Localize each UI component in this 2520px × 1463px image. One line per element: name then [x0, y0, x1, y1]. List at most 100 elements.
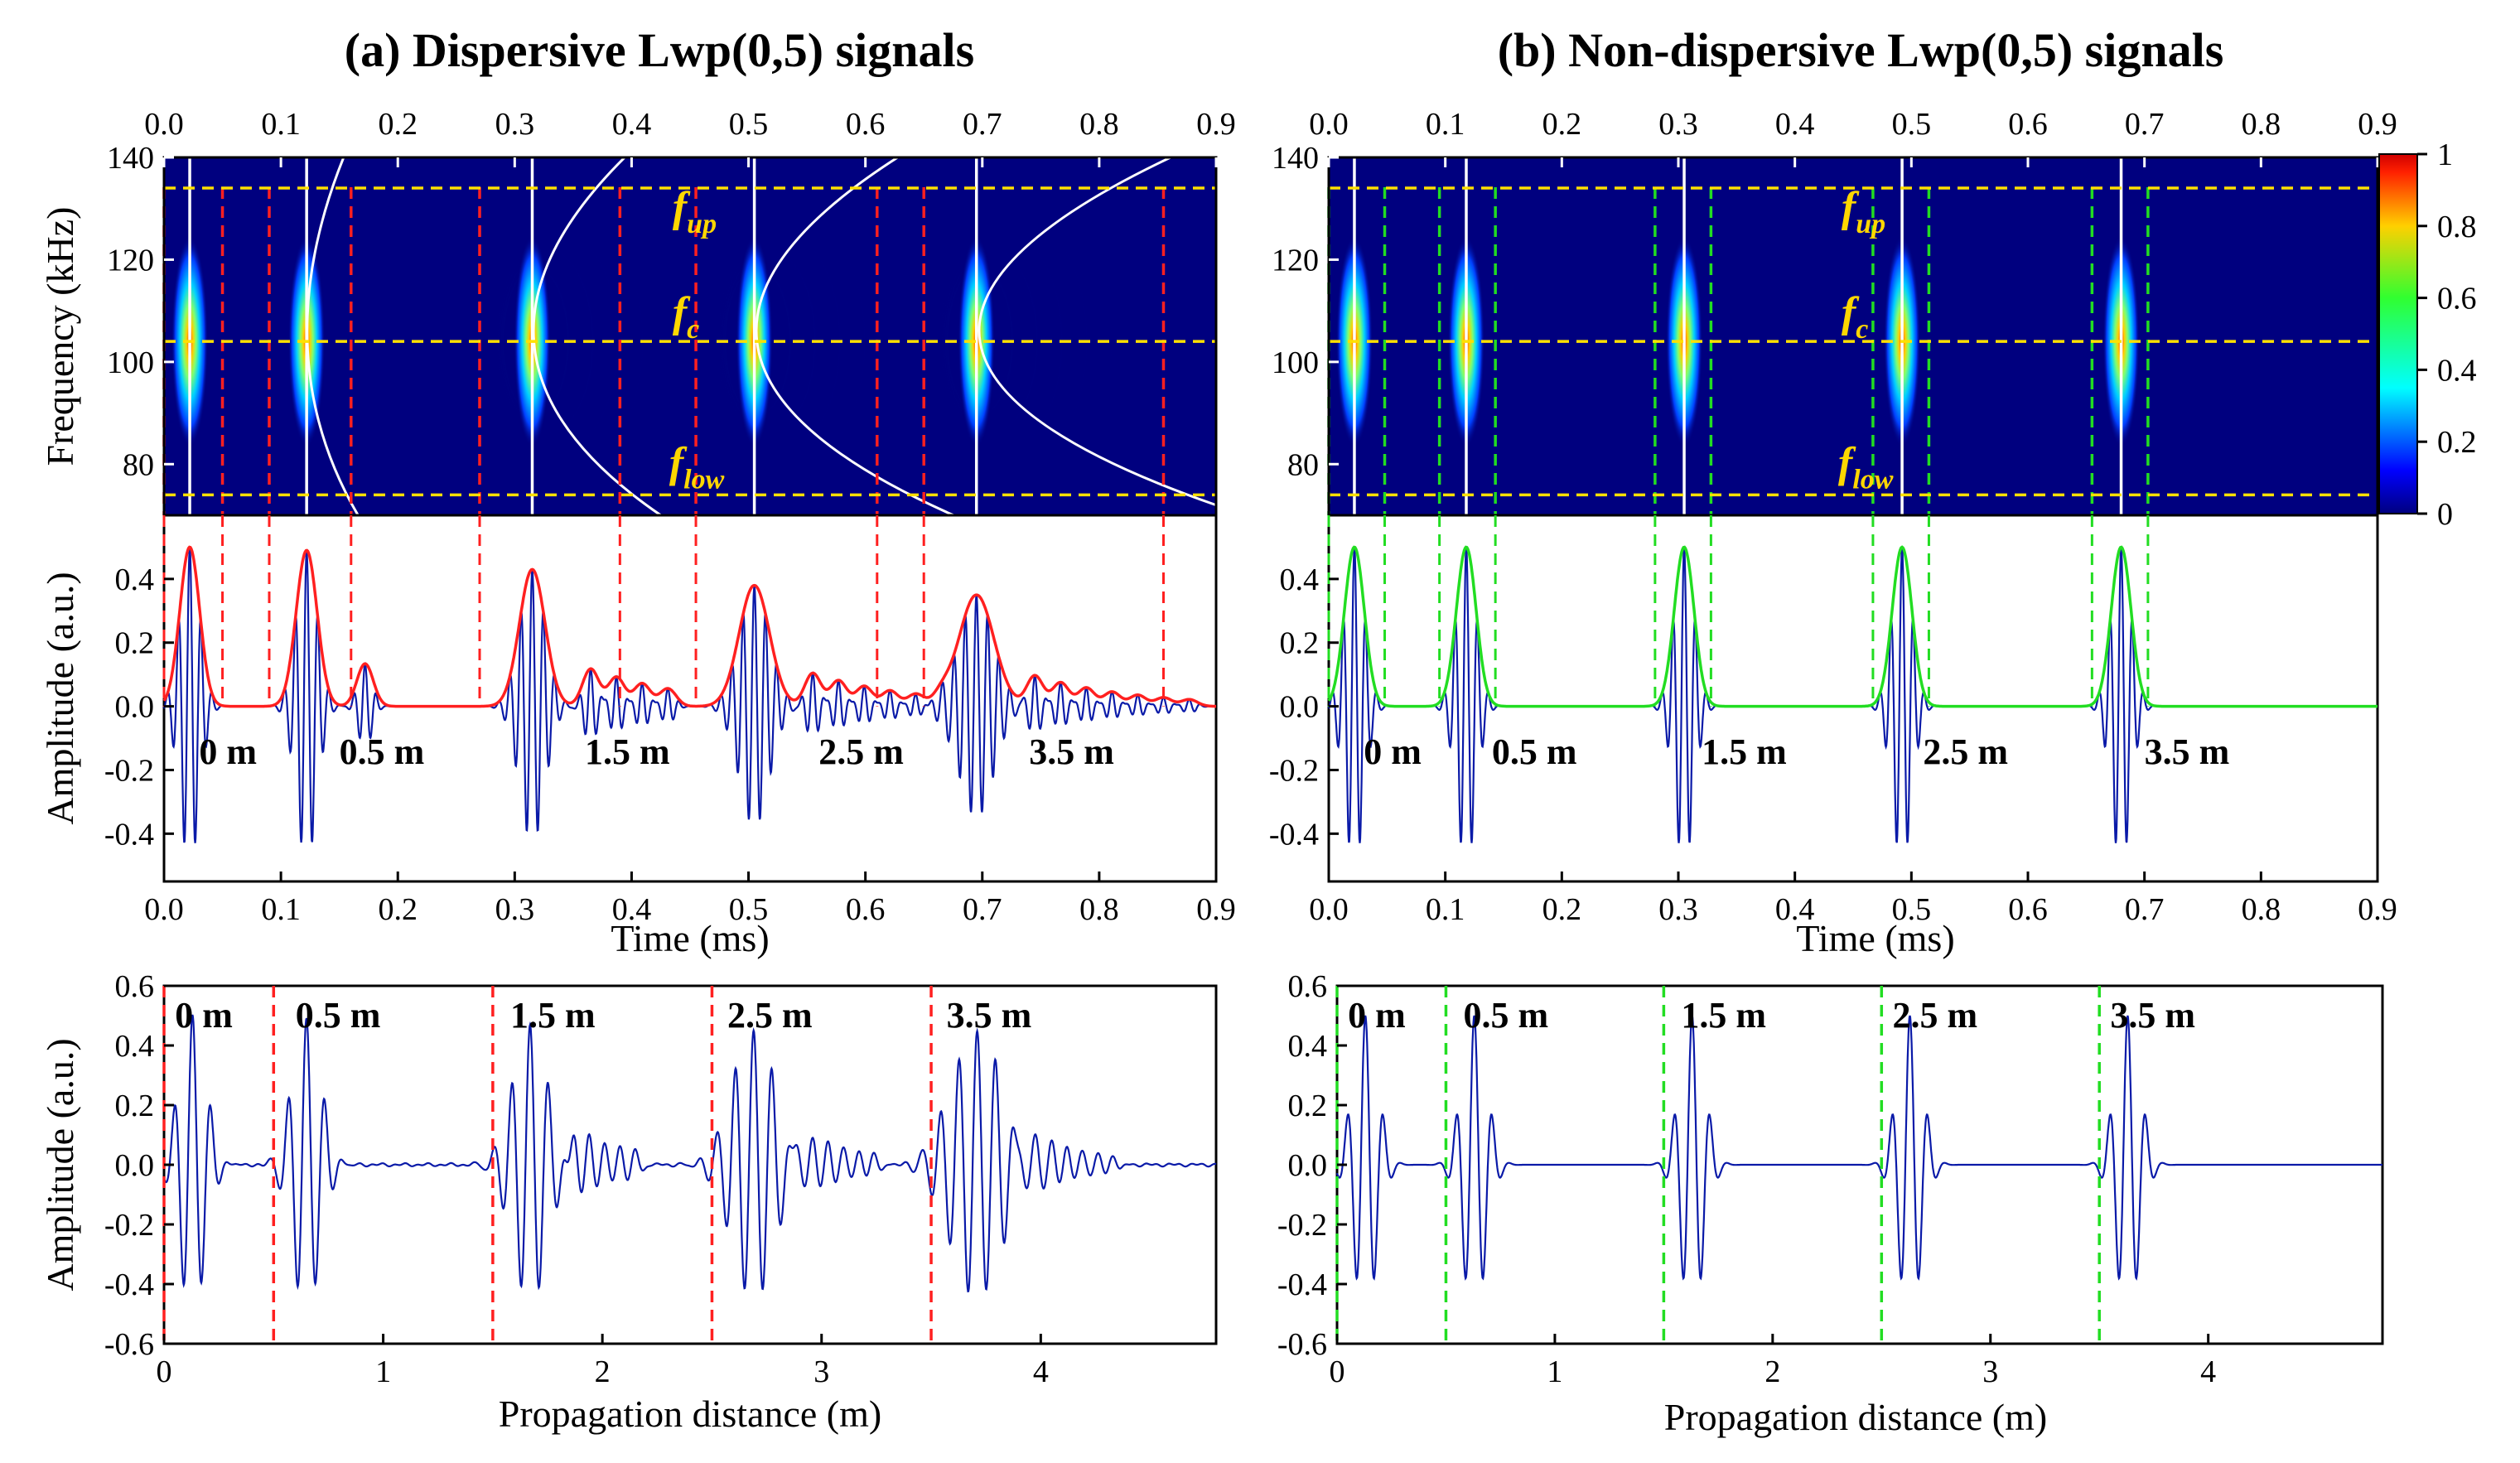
x-tick-label: 0.5: [1892, 892, 1932, 927]
x-tick-label: 0.9: [1196, 892, 1236, 927]
band-label-subscript: low: [683, 464, 724, 495]
x-tick-label: 0.3: [495, 892, 535, 927]
distance-signal: [1335, 1015, 2382, 1281]
x-tick-label: 1: [375, 1354, 391, 1389]
x-tick-label: 0: [1330, 1354, 1345, 1389]
time-signal: [162, 547, 1216, 843]
colorbar-tick-label: 0.8: [2437, 210, 2477, 244]
x-tick-label: 0.0: [1309, 892, 1349, 927]
y-tick-label: 80: [1287, 447, 1319, 482]
distance-label: 2.5 m: [1892, 995, 1977, 1036]
distance-label: 0 m: [175, 995, 233, 1036]
colorbar-tick-label: 0.4: [2437, 353, 2477, 388]
x-tick-label-top: 0.8: [2242, 107, 2281, 142]
x-tick-label: 2: [595, 1354, 611, 1389]
signal-envelope: [162, 545, 1216, 708]
colorbar-tick-label: 0.6: [2437, 282, 2477, 316]
signal-envelope: [1327, 545, 2378, 708]
ylabel-amplitude-a-mid: Amplitude (a.u.): [39, 572, 81, 824]
y-tick-label: -0.6: [104, 1327, 154, 1362]
distance-label: 0 m: [1348, 995, 1406, 1036]
y-tick-label: -0.2: [1269, 753, 1319, 788]
x-tick-label: 0.1: [1426, 892, 1465, 927]
x-tick-label-top: 0.4: [612, 107, 652, 142]
x-tick-label: 0.2: [378, 892, 418, 927]
y-tick-label: -0.2: [1277, 1208, 1327, 1243]
y-tick-label: 0.0: [1288, 1148, 1328, 1183]
x-tick-label: 1: [1547, 1354, 1562, 1389]
distance-label: 1.5 m: [510, 995, 596, 1036]
x-tick-label: 0: [157, 1354, 172, 1389]
x-tick-label: 0.4: [1775, 892, 1815, 927]
y-tick-label: 0.6: [115, 969, 155, 1004]
panel-a-spectrogram: 0.0 0.1 0.2 0.3 0.4 0.5 0.6 0.7 0.8 0.9 80 100 120 1…: [107, 107, 1236, 517]
y-tick-label: 140: [1272, 141, 1319, 176]
distance-a-frame: [162, 984, 1218, 1345]
y-tick-label: 0.2: [1280, 626, 1320, 661]
x-tick-label-top: 0.3: [1658, 107, 1698, 142]
colorbar-gradient: [2378, 153, 2418, 514]
distance-label: 2.5 m: [818, 732, 904, 772]
x-tick-label: 0.3: [1658, 892, 1698, 927]
y-tick-label: 0.0: [1280, 690, 1320, 725]
time-signal: [1327, 547, 2378, 843]
x-tick-label-top: 0.3: [495, 107, 535, 142]
band-label-subscript: up: [687, 209, 717, 239]
x-tick-label: 4: [2200, 1354, 2216, 1389]
band-label-subscript: c: [687, 314, 699, 345]
distance-label: 2.5 m: [1923, 732, 2008, 772]
y-tick-label: 140: [107, 141, 154, 176]
x-tick-label-top: 0.1: [1426, 107, 1465, 142]
x-tick-label: 3: [1982, 1354, 1998, 1389]
y-tick-label: -0.2: [104, 1208, 154, 1243]
y-tick-label: -0.4: [104, 1267, 154, 1302]
colorbar-tick-label: 1: [2437, 138, 2453, 172]
x-tick-label: 0.1: [261, 892, 301, 927]
xlabel-time-b: Time (ms): [1796, 917, 1954, 959]
distance-label: 1.5 m: [1681, 995, 1766, 1036]
ylabel-frequency-a: Frequency (kHz): [39, 207, 81, 466]
x-tick-label-top: 0.0: [144, 107, 184, 142]
x-tick-label-top: 0.5: [729, 107, 769, 142]
y-tick-label: 100: [107, 345, 154, 380]
y-tick-label: -0.2: [104, 753, 154, 788]
x-tick-label-top: 0.2: [1542, 107, 1582, 142]
panel-b-time-signal: 0.0 0.1 0.2 0.3 0.4 0.5 0.6 0.7 0.8 0.9 -0.4 -0.2 0…: [1269, 514, 2397, 927]
y-tick-label: 100: [1272, 345, 1319, 380]
y-tick-label: 0.2: [115, 1089, 155, 1123]
panel-b-spectrogram: 0.0 0.1 0.2 0.3 0.4 0.5 0.6 0.7 0.8 0.9 80 100 120 1…: [1272, 107, 2397, 517]
x-tick-label: 0.7: [2125, 892, 2165, 927]
x-tick-label: 0.4: [612, 892, 652, 927]
title-b: (b) Non-dispersive Lwp(0,5) signals: [1498, 23, 2224, 77]
distance-label: 1.5 m: [585, 732, 670, 772]
band-label-subscript: low: [1852, 464, 1893, 495]
spectrogram-b-background: [1329, 157, 2378, 515]
y-tick-label: 0.0: [115, 690, 155, 725]
colorbar: 1 0.8 0.6 0.4 0.2 0: [2378, 138, 2477, 532]
xlabel-distance-b: Propagation distance (m): [1664, 1396, 2047, 1438]
x-tick-label: 0.2: [1542, 892, 1582, 927]
distance-label: 0.5 m: [340, 732, 425, 772]
y-tick-label: 0.4: [115, 1029, 155, 1064]
x-tick-label: 4: [1033, 1354, 1049, 1389]
distance-label: 0.5 m: [1492, 732, 1577, 772]
colorbar-tick-label: 0.2: [2437, 425, 2477, 460]
distance-label: 1.5 m: [1702, 732, 1787, 772]
x-tick-label-top: 0.6: [2008, 107, 2048, 142]
x-tick-label-top: 0.7: [2125, 107, 2165, 142]
x-tick-label: 3: [813, 1354, 829, 1389]
panel-a-time-signal: 0.0 0.1 0.2 0.3 0.4 0.5 0.6 0.7 0.8 0.9 -0.4 -0.2 0…: [104, 514, 1236, 927]
x-tick-label-top: 0.0: [1309, 107, 1349, 142]
band-label-subscript: c: [1856, 314, 1868, 345]
distance-label: 2.5 m: [727, 995, 813, 1036]
x-tick-label: 0.5: [729, 892, 769, 927]
distance-label: 3.5 m: [2145, 732, 2230, 772]
x-tick-label-top: 0.9: [1196, 107, 1236, 142]
distance-label: 0 m: [1364, 732, 1422, 772]
distance-label: 0.5 m: [296, 995, 381, 1036]
y-tick-label: 0.0: [115, 1148, 155, 1183]
y-tick-label: 0.4: [1280, 563, 1320, 597]
x-tick-label: 0.9: [2358, 892, 2397, 927]
y-tick-label: 0.4: [1288, 1029, 1328, 1064]
